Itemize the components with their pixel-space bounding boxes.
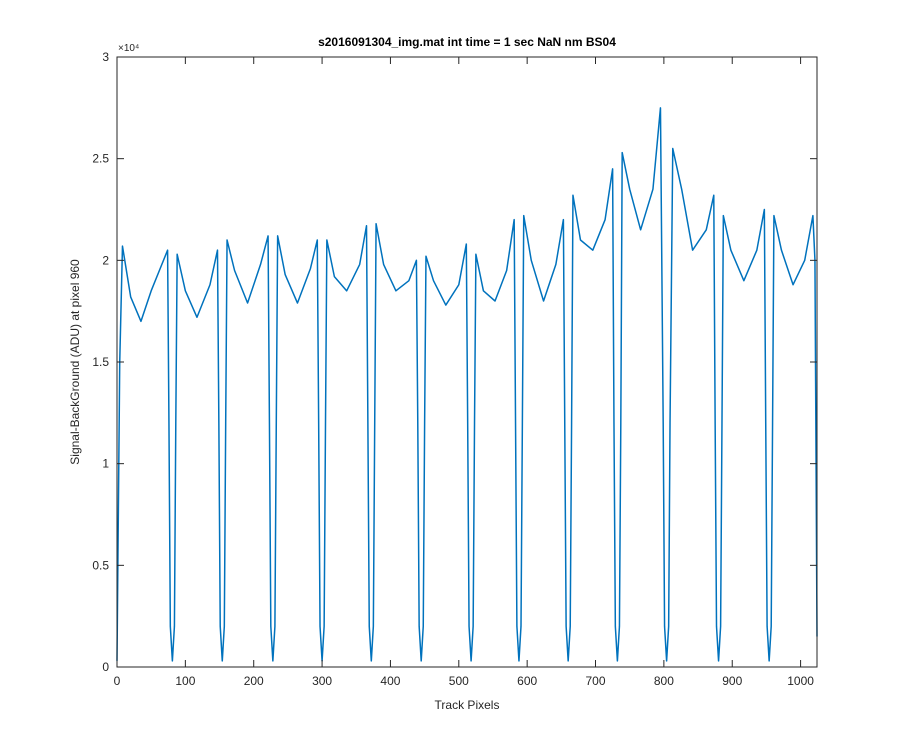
x-tick-label: 900 (722, 674, 742, 688)
chart-title: s2016091304_img.mat int time = 1 sec NaN… (318, 35, 616, 49)
y-tick-label: 2.5 (92, 152, 109, 166)
y-tick-label: 3 (102, 50, 109, 64)
x-axis-label: Track Pixels (435, 698, 500, 712)
x-tick-label: 100 (175, 674, 195, 688)
x-tick-label: 1000 (787, 674, 814, 688)
x-tick-label: 300 (312, 674, 332, 688)
y-tick-label: 0.5 (92, 558, 109, 572)
y-tick-label: 2 (102, 253, 109, 267)
x-tick-label: 500 (449, 674, 469, 688)
y-tick-label: 0 (102, 660, 109, 674)
y-tick-label: 1 (102, 457, 109, 471)
x-tick-label: 700 (586, 674, 606, 688)
y-axis-label: Signal-BackGround (ADU) at pixel 960 (68, 259, 82, 465)
data-line (116, 107, 818, 662)
x-tick-label: 200 (244, 674, 264, 688)
y-tick-label: 1.5 (92, 355, 109, 369)
x-tick-label: 0 (114, 674, 121, 688)
x-tick-label: 800 (654, 674, 674, 688)
x-tick-label: 400 (380, 674, 400, 688)
x-tick-label: 600 (517, 674, 537, 688)
y-axis-multiplier: ×10⁴ (118, 43, 139, 54)
